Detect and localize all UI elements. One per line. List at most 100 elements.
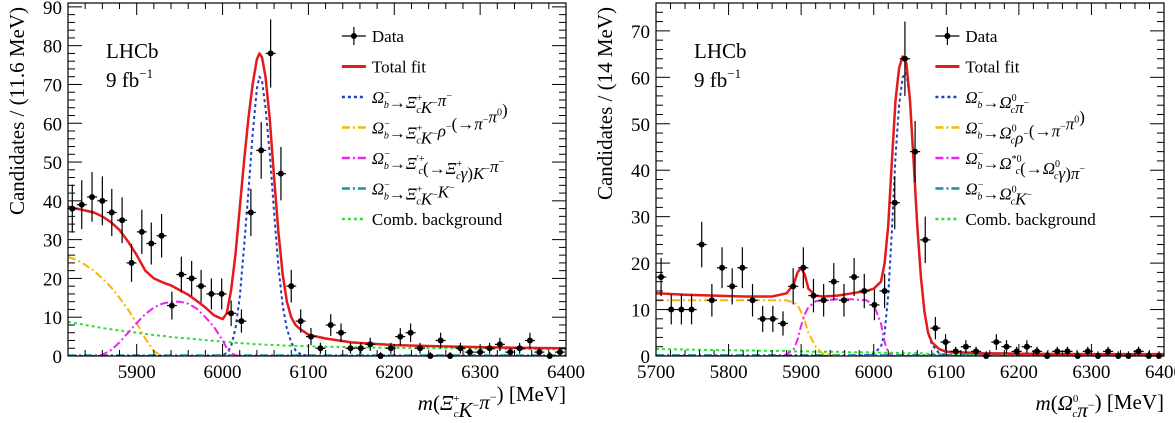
data-point — [749, 297, 756, 304]
curve-total — [656, 55, 1164, 356]
data-point — [238, 318, 245, 325]
data-point — [658, 274, 665, 281]
x-tick-label: 5900 — [118, 362, 156, 383]
data-point — [881, 287, 888, 294]
data-point — [1023, 343, 1030, 350]
luminosity-label: 9 fb−1 — [106, 66, 153, 92]
data-point — [942, 339, 949, 346]
x-axis-label: m(Ω0 cπ−) [MeV] — [1036, 390, 1164, 418]
data-point — [1135, 348, 1142, 355]
data-point — [556, 349, 563, 356]
data-point — [516, 345, 523, 352]
legend-entry-signal: Ω− b→Ω0 cπ− — [935, 88, 1030, 117]
data-point — [810, 292, 817, 299]
data-point — [891, 199, 898, 206]
luminosity-label: 9 fb−1 — [694, 66, 741, 92]
legend-label-comb: Comb. background — [965, 210, 1096, 229]
y-tick-label: 90 — [43, 0, 62, 19]
legend-label-data: Data — [372, 27, 405, 46]
data-point — [1054, 348, 1061, 355]
x-tick-label: 6100 — [927, 362, 965, 383]
legend-label-total: Total fit — [965, 58, 1019, 77]
data-point — [790, 283, 797, 290]
curve-rho — [68, 256, 566, 356]
legend-entry-kk: Ω− b→Ξ+ cK−K− — [341, 180, 455, 209]
data-point — [973, 348, 980, 355]
plot-frame — [67, 2, 567, 357]
legend-entry-total: Total fit — [341, 58, 426, 77]
legend-entry-xicp: Ω− b→Ω*0 c(→Ω0 cγ)π− — [935, 149, 1085, 183]
data-point — [536, 349, 543, 356]
data-point — [258, 147, 265, 154]
experiment-label: LHCb — [694, 39, 747, 63]
y-tick-label: 50 — [43, 153, 62, 174]
data-point — [158, 232, 165, 239]
x-tick-label: 6400 — [1145, 362, 1175, 383]
y-tick-label: 60 — [631, 68, 650, 89]
data-point — [247, 209, 254, 216]
y-tick-label: 70 — [631, 22, 650, 43]
data-point — [218, 290, 225, 297]
y-axis-label: Candidates / (14 MeV) — [593, 7, 617, 200]
curve-comb — [68, 320, 566, 351]
data-point — [188, 275, 195, 282]
y-tick-label: 70 — [43, 75, 62, 96]
data-point — [228, 310, 235, 317]
x-tick-label: 6000 — [855, 362, 893, 383]
y-tick-label: 10 — [631, 301, 650, 322]
data-point — [357, 345, 364, 352]
data-point — [780, 320, 786, 327]
y-axis-label: Candidates / (11.6 MeV) — [5, 7, 29, 215]
y-tick-label: 20 — [43, 269, 62, 290]
legend-label-rho: Ω− b→Ω0 cρ−(→π−π0) — [965, 108, 1085, 148]
legend-label-xicp: Ω− b→Ω*0 c(→Ω0 cγ)π− — [965, 149, 1085, 183]
x-tick-label: 6300 — [1072, 362, 1110, 383]
data-point — [99, 197, 106, 204]
data-point — [327, 321, 334, 328]
data-point — [668, 306, 675, 313]
data-point — [719, 264, 726, 271]
data-point — [830, 278, 837, 285]
legend-entry-total: Total fit — [935, 58, 1020, 77]
data-point — [1003, 343, 1010, 350]
data-point — [437, 337, 444, 344]
curve-total — [68, 52, 566, 350]
y-tick-label: 30 — [43, 231, 62, 252]
y-tick-label: 10 — [43, 308, 62, 329]
data-point — [1064, 348, 1071, 355]
data-point — [128, 259, 135, 266]
legend-entry-comb: Comb. background — [935, 210, 1096, 229]
data-point — [297, 318, 304, 325]
data-point — [267, 50, 274, 57]
data-point — [769, 315, 776, 322]
data-point — [922, 236, 929, 243]
data-point — [1105, 348, 1112, 355]
y-tick-label: 20 — [631, 254, 650, 275]
data-point — [688, 306, 695, 313]
y-tick-label: 60 — [43, 114, 62, 135]
data-point — [851, 274, 858, 281]
data-point — [698, 241, 705, 248]
legend-entry-rho: Ω− b→Ω0 cρ−(→π−π0) — [935, 108, 1085, 148]
data-point — [496, 341, 503, 348]
data-point — [347, 345, 354, 352]
legend-entry-comb: Comb. background — [341, 210, 503, 229]
data-point — [759, 315, 766, 322]
data-point — [338, 329, 345, 336]
data-point — [820, 297, 827, 304]
x-tick-label: 5800 — [710, 362, 748, 383]
legend-label-signal: Ω− b→Ξ+ cK−π− — [372, 88, 452, 117]
legend-label-rho: Ω− b→Ξ+ cK−ρ−(→π−π0) — [372, 101, 508, 148]
x-tick-label: 6400 — [547, 362, 585, 383]
data-point — [840, 297, 847, 304]
y-tick-label: 80 — [43, 37, 62, 58]
data-point — [800, 264, 807, 271]
legend-label-comb: Comb. background — [372, 210, 503, 229]
chart-panel-2: 5700 5800 5900 6000 6100 6200 6300 6400 0 10 20 30 4… — [593, 2, 1175, 422]
y-tick-label: 0 — [53, 347, 63, 368]
data-point — [317, 345, 324, 352]
data-point — [277, 170, 284, 177]
legend-label-xicp: Ω− b→Ξ′+ c(→Ξ+ cγ)K−π− — [372, 149, 505, 183]
legend-label-kk: Ω− b→Ω0 cK− — [965, 180, 1032, 209]
legend-marker-point — [944, 33, 951, 39]
